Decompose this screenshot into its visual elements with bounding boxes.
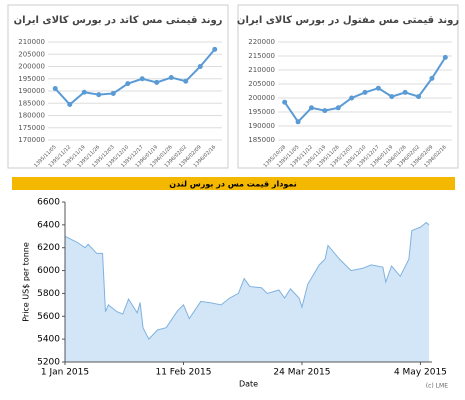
marker [125,81,131,87]
y-tick-label: 6400 [37,220,60,230]
y-tick-label: 205000 [248,80,275,88]
marker [212,46,218,52]
line [64,221,430,341]
marker [308,105,314,111]
marker [389,94,395,100]
y-tick-label: 185000 [18,99,45,107]
marker [429,75,435,81]
y-tick-label: 200000 [18,63,45,71]
chart-title: روند قیمتی مس مفتول در بورس کالای ایران [237,15,459,26]
marker [110,90,116,96]
y-tick-label: 6200 [37,243,60,253]
note: (c) LME [426,383,448,390]
marker [282,99,288,105]
marker [402,89,408,95]
y-tick-label: 180000 [18,112,45,120]
y-tick-label: 220000 [248,38,275,46]
marker [183,78,189,84]
marker [295,119,301,125]
x-tick-label: 4 May 2015 [394,368,447,378]
y-tick-label: 200000 [248,94,275,102]
panel [7,4,229,169]
y-axis-label: Price US$ per tonne [22,242,31,322]
marker [154,79,160,85]
marker [168,75,174,81]
marker [139,76,145,82]
marker [67,101,73,107]
y-tick-label: 205000 [18,50,45,58]
marker [335,105,341,111]
y-tick-label: 190000 [248,122,275,130]
y-tick-label: 210000 [18,38,45,46]
line [54,48,216,106]
y-tick-label: 175000 [18,124,45,132]
marker [81,89,87,95]
x-tick-label: 1 Jan 2015 [41,368,89,378]
y-tick-label: 195000 [248,108,275,116]
panel [237,4,459,169]
y-tick-label: 5800 [37,289,60,299]
marker [442,54,448,60]
banner-title: نمودار قیمت مس در بورس لندن [169,180,296,190]
marker [52,86,58,92]
y-tick-label: 5600 [37,312,60,322]
marker [416,94,422,100]
area [65,222,430,362]
y-tick-label: 190000 [18,87,45,95]
marker [349,95,355,101]
y-tick-label: 6000 [37,266,60,276]
y-tick-label: 5200 [37,358,60,368]
y-tick-label: 6600 [37,198,60,208]
x-tick-label: 11 Feb 2015 [155,368,211,378]
marker [96,92,102,98]
marker [375,85,381,91]
y-tick-label: 195000 [18,75,45,83]
x-tick-label: 24 Mar 2015 [273,368,330,378]
marker [362,89,368,95]
y-tick-label: 170000 [18,136,45,144]
y-tick-label: 215000 [248,52,275,60]
y-tick-label: 185000 [248,136,275,144]
y-tick-label: 210000 [248,66,275,74]
chart-title: روند قیمتی مس کاتد در بورس کالای ایران [14,15,223,26]
marker [322,108,328,114]
y-tick-label: 5400 [37,335,60,345]
x-axis-label: Date [239,380,258,389]
marker [197,64,203,69]
banner [12,177,455,190]
